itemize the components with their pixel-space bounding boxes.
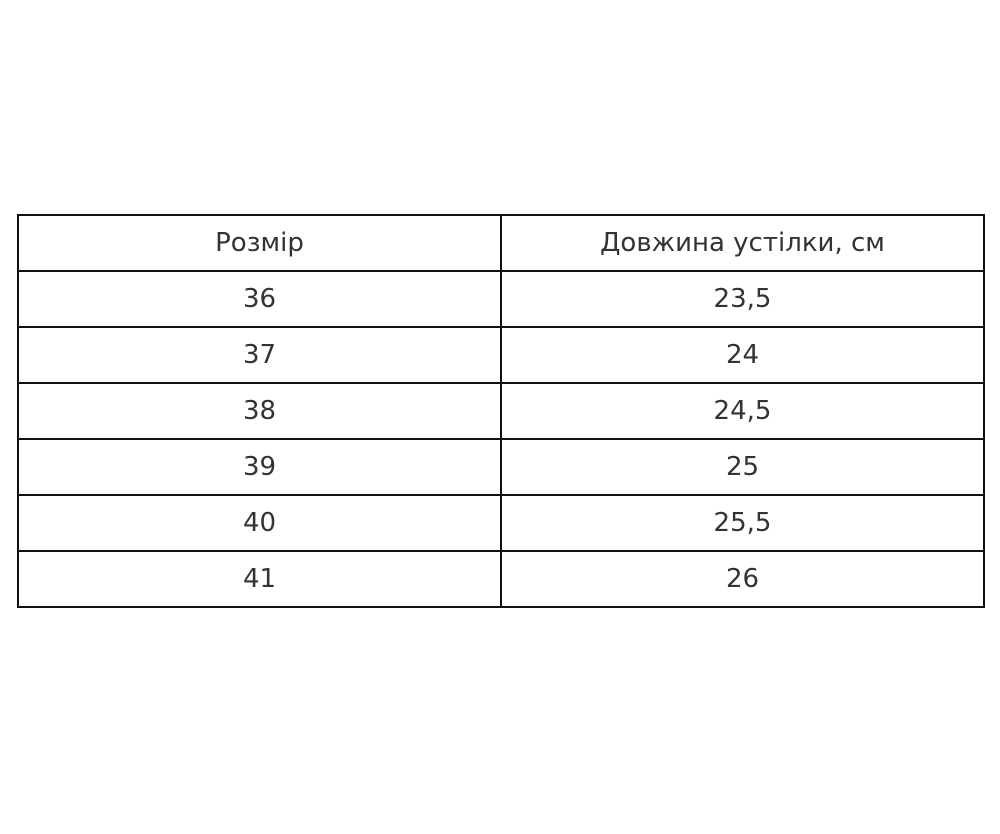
size-chart-table: Розмір Довжина устілки, см 36 23,5 37 24 38 2… [17,214,985,608]
size-cell: 40 [17,494,502,552]
table-row: 39 25 [17,438,985,496]
size-cell: 39 [17,438,502,496]
table-row: 40 25,5 [17,494,985,552]
insole-length-cell: 24 [500,326,985,384]
size-cell: 37 [17,326,502,384]
size-cell: 41 [17,550,502,608]
header-row: Розмір Довжина устілки, см [17,214,985,272]
size-cell: 36 [17,270,502,328]
insole-length-cell: 26 [500,550,985,608]
header-insole-length: Довжина устілки, см [500,214,985,272]
table-row: 41 26 [17,550,985,608]
insole-length-cell: 25 [500,438,985,496]
insole-length-cell: 25,5 [500,494,985,552]
size-cell: 38 [17,382,502,440]
table-row: 38 24,5 [17,382,985,440]
header-size: Розмір [17,214,502,272]
table-row: 36 23,5 [17,270,985,328]
insole-length-cell: 24,5 [500,382,985,440]
insole-length-cell: 23,5 [500,270,985,328]
table-row: 37 24 [17,326,985,384]
